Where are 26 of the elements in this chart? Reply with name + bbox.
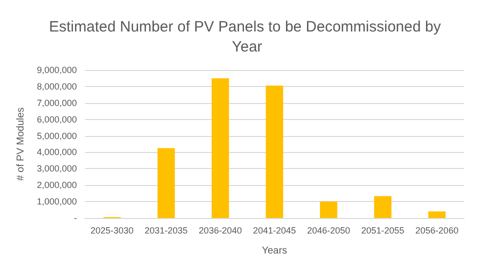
- bar: [158, 148, 175, 218]
- bar: [374, 196, 392, 218]
- y-tick-label: 5,000,000: [36, 130, 77, 141]
- x-axis-title: Years: [262, 246, 288, 256]
- x-tick-label: 2046-2050: [307, 226, 350, 236]
- bar: [212, 78, 229, 218]
- x-tick-label: 2036-2040: [198, 226, 242, 236]
- x-tick-label: 2025-3030: [90, 226, 134, 236]
- chart-title: Estimated Number of PV Panels to be Decommissioned by Year: [48, 18, 446, 56]
- bar: [428, 211, 446, 218]
- y-tick-label: 4,000,000: [36, 147, 77, 158]
- y-tick-label: -: [74, 213, 77, 223]
- x-tick-label: 2031-2035: [144, 226, 188, 236]
- bar: [320, 202, 338, 218]
- y-tick-label: 2,000,000: [36, 180, 77, 190]
- x-tick-label: 2041-2045: [252, 226, 296, 236]
- x-tick-label: 2051-2055: [361, 226, 404, 236]
- x-tick-label: 2056-2060: [415, 226, 458, 236]
- y-axis-title: # of PV Modules: [16, 107, 26, 181]
- y-tick-label: 8,000,000: [36, 81, 77, 92]
- y-tick-label: 3,000,000: [36, 164, 77, 174]
- y-tick-label: 7,000,000: [36, 98, 77, 108]
- y-tick-label: 9,000,000: [36, 65, 77, 75]
- y-tick-label: 6,000,000: [36, 114, 77, 124]
- y-tick-label: 1,000,000: [36, 196, 77, 207]
- bar: [266, 86, 284, 218]
